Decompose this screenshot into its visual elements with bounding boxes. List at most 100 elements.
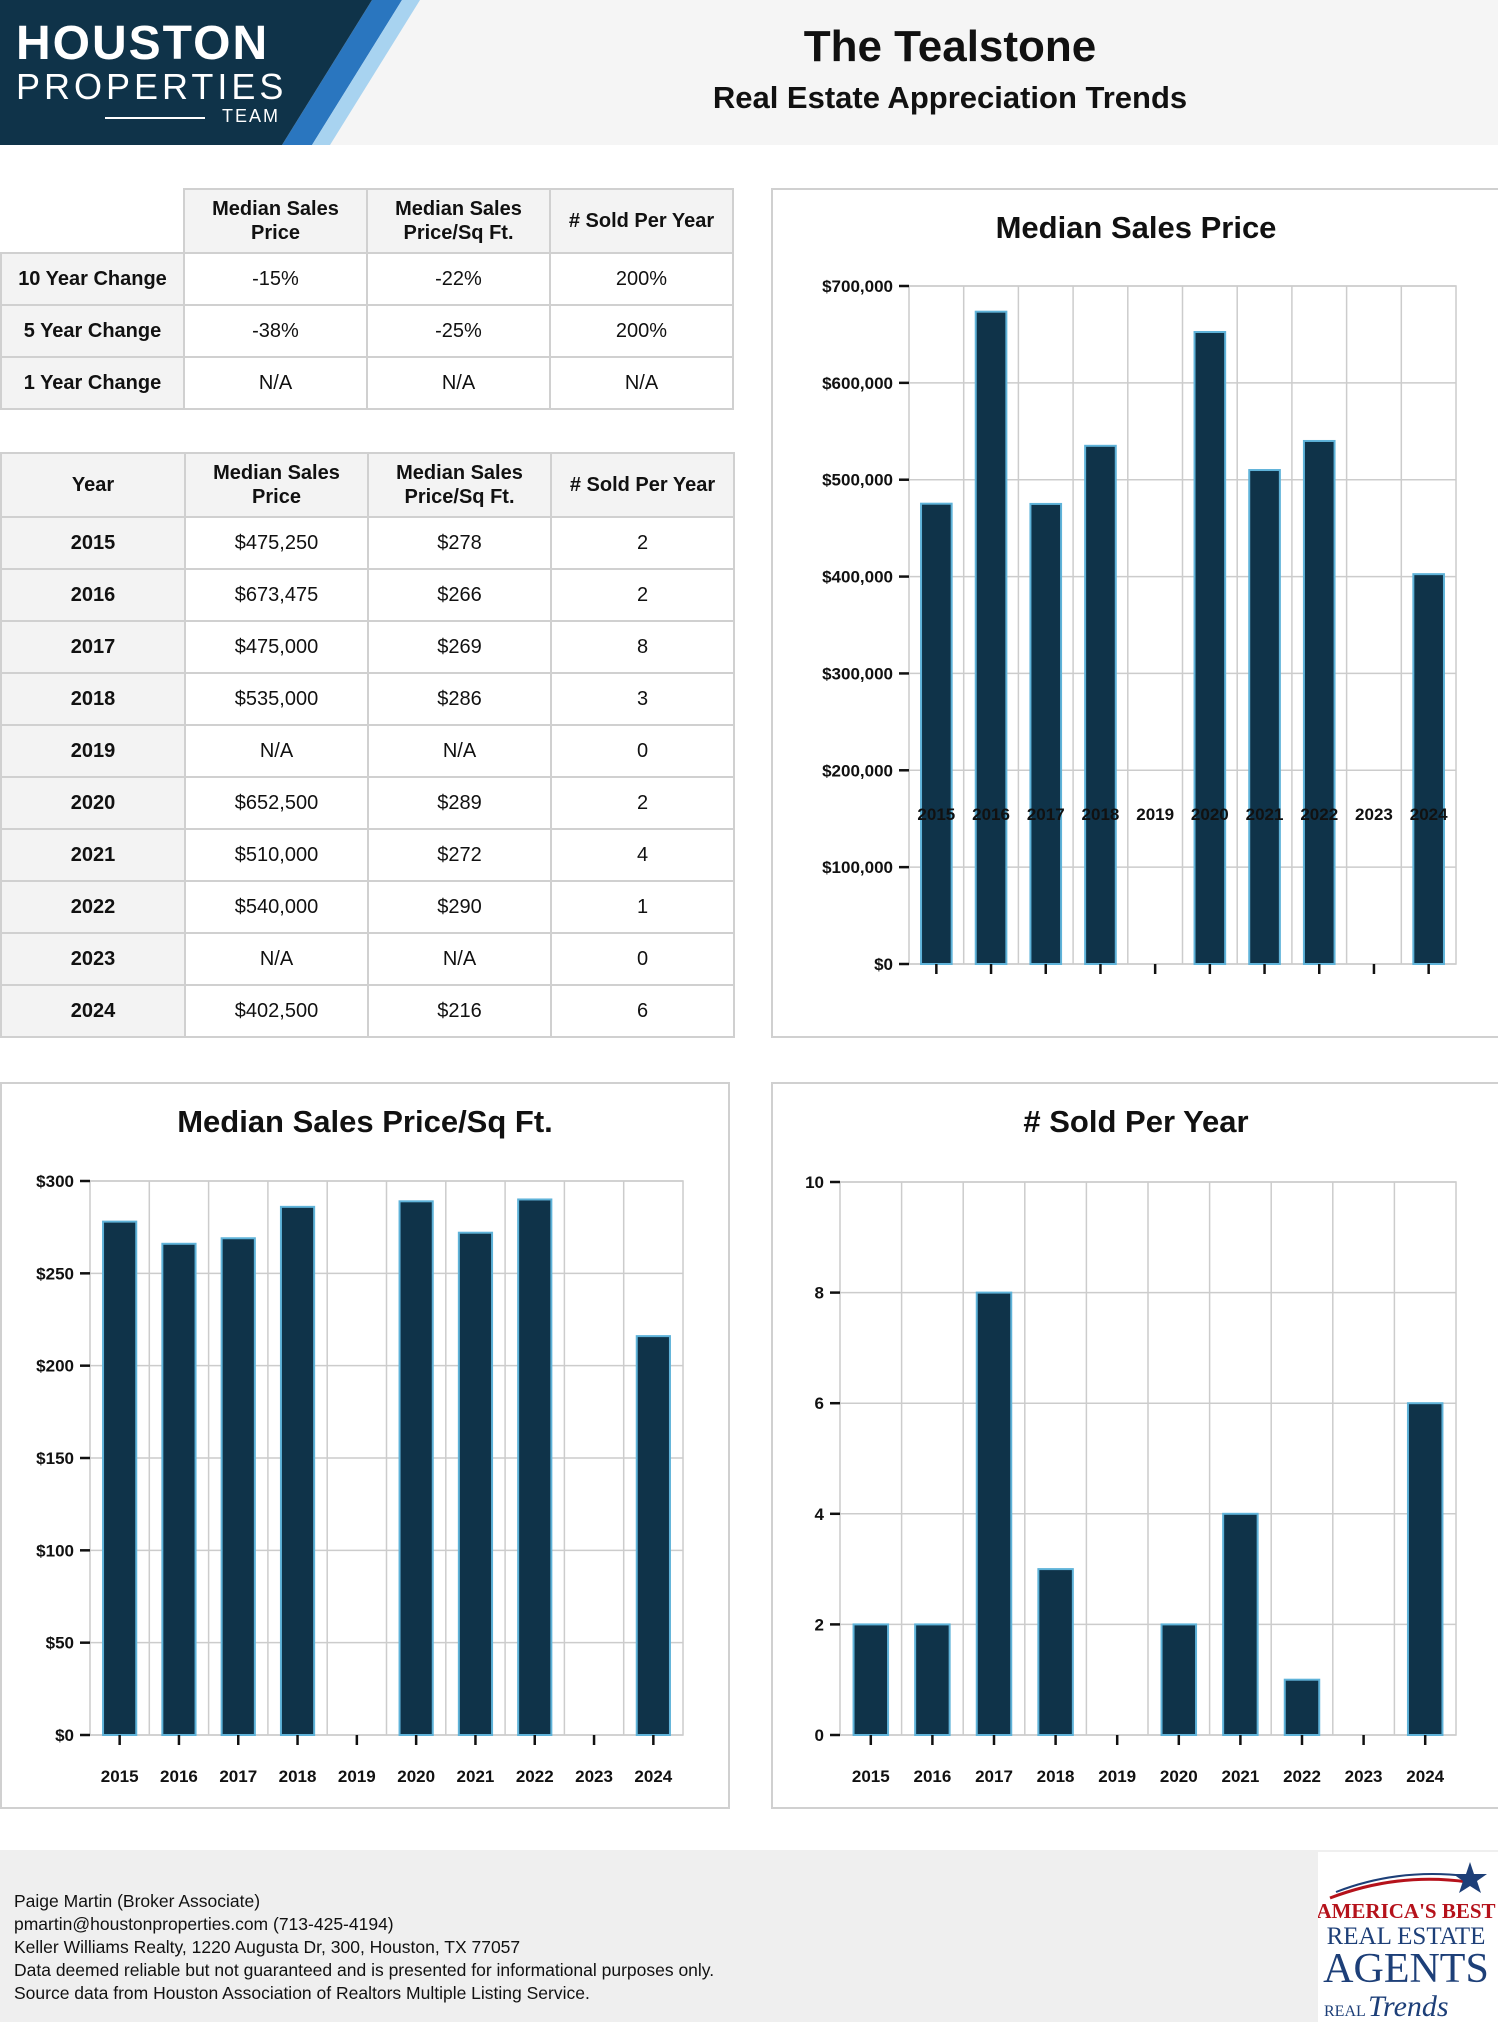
logo-properties: PROPERTIES <box>16 66 288 107</box>
x-tick-label: 2022 <box>516 1767 554 1786</box>
americas-best-agents-badge: AMERICA'S BEST REAL ESTATE AGENTS REAL T… <box>1316 1852 1498 2023</box>
table-cell: 1 <box>550 880 735 934</box>
table-cell: $475,000 <box>184 620 369 674</box>
logo-houston: HOUSTON <box>16 17 270 70</box>
table-row: 5 Year Change -38% -25% 200% <box>0 304 734 358</box>
bar-2021 <box>1222 1512 1259 1736</box>
x-tick-label: 2015 <box>917 805 955 824</box>
table-cell: $540,000 <box>184 880 369 934</box>
bar-2016 <box>974 310 1008 966</box>
table-row: 2018 $535,000 $286 3 <box>0 672 735 726</box>
chart-title: Median Sales Price/Sq Ft. <box>177 1104 553 1139</box>
x-tick-label: 2017 <box>1027 805 1065 824</box>
table-cell: 2 <box>550 776 735 830</box>
column-header: Year <box>0 452 186 518</box>
x-tick-label: 2016 <box>972 805 1010 824</box>
page-footer: Paige Martin (Broker Associate) pmartin@… <box>0 1850 1498 2022</box>
table-cell: N/A <box>184 932 369 986</box>
table-cell: -15% <box>183 252 368 306</box>
bar-2018 <box>279 1205 316 1736</box>
table-corner <box>1 189 185 254</box>
y-tick-label: 6 <box>815 1394 824 1413</box>
badge-line5: Trends <box>1368 1990 1449 2022</box>
badge-line1: AMERICA'S BEST <box>1318 1899 1496 1923</box>
bar-2024 <box>1412 573 1445 965</box>
table-cell: 3 <box>550 672 735 726</box>
page-subtitle: Real Estate Appreciation Trends <box>712 80 1188 115</box>
bar-2017 <box>975 1291 1013 1736</box>
table-row: 2015 $475,250 $278 2 <box>0 516 735 570</box>
star-icon <box>1453 1862 1487 1893</box>
year-cell: 2015 <box>0 516 186 570</box>
table-row: 10 Year Change -15% -22% 200% <box>0 252 734 306</box>
badge-line2: REAL ESTATE <box>1327 1923 1486 1950</box>
x-tick-label: 2020 <box>1160 1767 1198 1786</box>
table-cell: N/A <box>183 356 368 410</box>
column-header: Median Sales Price/Sq Ft. <box>366 188 551 254</box>
table-cell: -38% <box>183 304 368 358</box>
table-cell: $289 <box>367 776 552 830</box>
bar-2022 <box>1302 439 1336 965</box>
table-row: 2021 $510,000 $272 4 <box>0 828 735 882</box>
agent-contact-block: Paige Martin (Broker Associate) pmartin@… <box>14 1890 714 2005</box>
logo-rule <box>105 117 205 119</box>
bar-2018 <box>1037 1568 1074 1736</box>
x-tick-label: 2019 <box>1136 805 1174 824</box>
table-cell: $475,250 <box>184 516 369 570</box>
row-label: 5 Year Change <box>0 304 185 358</box>
column-header: # Sold Per Year <box>549 188 734 254</box>
x-tick-label: 2023 <box>1355 805 1393 824</box>
table-row: 2020 $652,500 $289 2 <box>0 776 735 830</box>
row-label: 10 Year Change <box>0 252 185 306</box>
y-tick-label: 10 <box>805 1173 824 1192</box>
bar-2016 <box>914 1623 951 1737</box>
table-cell: 200% <box>549 252 734 306</box>
table-cell: -25% <box>366 304 551 358</box>
badge-line3: AGENTS <box>1323 1946 1489 1992</box>
year-cell: 2024 <box>0 984 186 1038</box>
year-cell: 2019 <box>0 724 186 778</box>
table-row: 2019 N/A N/A 0 <box>0 724 735 778</box>
table-cell: N/A <box>367 724 552 778</box>
table-cell: $278 <box>367 516 552 570</box>
year-cell: 2016 <box>0 568 186 622</box>
y-tick-label: $300 <box>36 1172 74 1191</box>
row-label: 1 Year Change <box>0 356 185 410</box>
bar-2022 <box>1283 1678 1321 1737</box>
x-tick-label: 2016 <box>160 1767 198 1786</box>
bar-2016 <box>161 1242 197 1737</box>
bar-2015 <box>920 502 953 965</box>
agent-name: Paige Martin (Broker Associate) <box>14 1891 261 1911</box>
table-row: 2022 $540,000 $290 1 <box>0 880 735 934</box>
chart-svg: 0 2 4 6 8 10 2015 2016 2017 2018 2019 2020 2021 2022 2… <box>805 1173 1457 1786</box>
chart-svg: $0 $50 $100 $150 $200 $250 $300 2015 2016 2017 201… <box>36 1172 684 1786</box>
agent-email-phone[interactable]: pmartin@houstonproperties.com (713-425-4… <box>14 1914 394 1934</box>
x-tick-label: 2021 <box>1221 1767 1259 1786</box>
y-tick-label: $700,000 <box>822 277 893 296</box>
x-tick-label: 2023 <box>575 1767 613 1786</box>
bar-2015 <box>102 1220 138 1737</box>
data-source: Source data from Houston Association of … <box>14 1983 590 2003</box>
logo-team: TEAM <box>222 106 281 126</box>
year-cell: 2023 <box>0 932 186 986</box>
year-cell: 2020 <box>0 776 186 830</box>
table-cell: N/A <box>367 932 552 986</box>
chart-title: # Sold Per Year <box>1023 1104 1249 1139</box>
y-tick-label: $600,000 <box>822 374 893 393</box>
x-tick-label: 2021 <box>1246 805 1284 824</box>
y-tick-label: $400,000 <box>822 568 893 587</box>
table-cell: -22% <box>366 252 551 306</box>
table-cell: 0 <box>550 932 735 986</box>
chart-title: Median Sales Price <box>995 210 1277 245</box>
year-cell: 2021 <box>0 828 186 882</box>
x-tick-label: 2019 <box>338 1767 376 1786</box>
x-tick-label: 2024 <box>1406 1767 1444 1786</box>
table-cell: 4 <box>550 828 735 882</box>
y-tick-label: $250 <box>36 1264 74 1283</box>
table-row: 2024 $402,500 $216 6 <box>0 984 735 1038</box>
table-cell: $652,500 <box>184 776 369 830</box>
table-cell: $216 <box>367 984 552 1038</box>
logo-background <box>0 0 420 145</box>
x-tick-label: 2024 <box>1410 805 1448 824</box>
table-cell: 200% <box>549 304 734 358</box>
